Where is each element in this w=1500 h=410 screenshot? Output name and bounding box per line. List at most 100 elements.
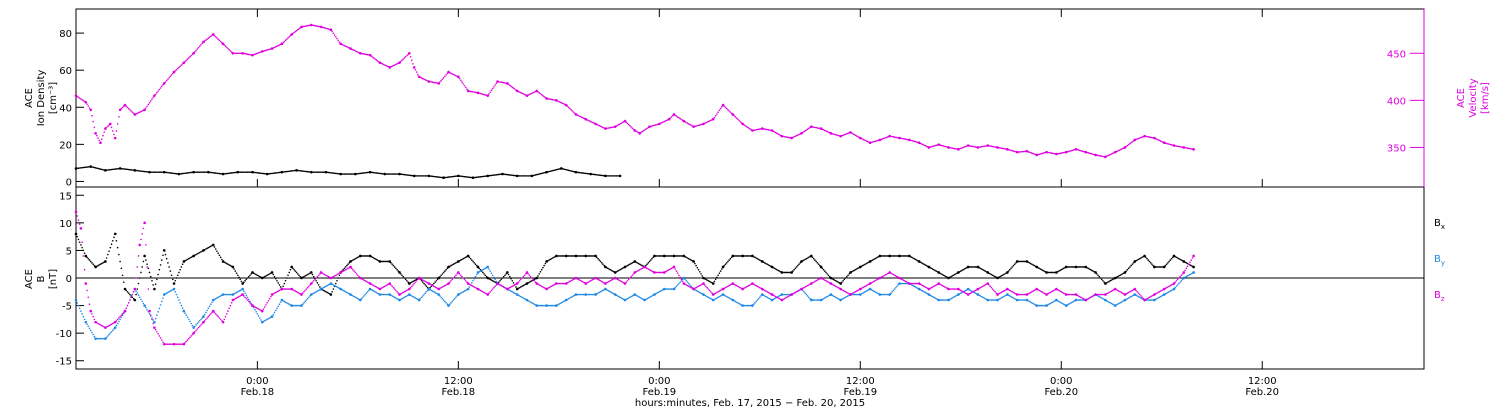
velocity-trace-dot bbox=[513, 88, 516, 90]
bx-trace-dot bbox=[696, 266, 699, 269]
velocity-trace-dot bbox=[812, 126, 815, 128]
bx-trace-dot bbox=[1049, 271, 1052, 274]
bz-trace-dot bbox=[236, 296, 239, 299]
velocity-trace-dot bbox=[850, 132, 853, 134]
by-trace-dot bbox=[1170, 289, 1173, 292]
bx-trace-dot bbox=[1050, 271, 1053, 274]
by-trace-dot bbox=[1020, 299, 1022, 301]
bz-trace-dot bbox=[631, 274, 634, 277]
density-trace-dot bbox=[276, 171, 278, 174]
bz-trace-dot bbox=[925, 286, 928, 289]
velocity-trace-dot bbox=[322, 26, 325, 29]
by-trace-dot bbox=[453, 297, 456, 300]
velocity-trace-dot bbox=[520, 91, 522, 94]
bz-trace-dot bbox=[1001, 290, 1004, 293]
by-point bbox=[878, 293, 882, 296]
by-trace-dot bbox=[430, 289, 433, 292]
velocity-trace-dot bbox=[621, 121, 624, 124]
by-trace-dot bbox=[321, 287, 324, 290]
by-trace-dot bbox=[1059, 301, 1061, 303]
velocity-trace-dot bbox=[493, 86, 495, 88]
density-trace-dot bbox=[404, 173, 407, 176]
bx-trace-dot bbox=[154, 283, 157, 286]
by-trace-dot bbox=[598, 291, 601, 294]
density-trace-dot bbox=[213, 172, 216, 174]
x-axis-ticks: 0:00Feb.1812:00Feb.180:00Feb.1912:00Feb.… bbox=[241, 9, 1279, 398]
bx-point bbox=[662, 254, 666, 258]
velocity-trace-dot bbox=[935, 144, 938, 147]
velocity-trace-dot bbox=[107, 125, 109, 128]
bx-trace-dot bbox=[1151, 263, 1153, 266]
bx-trace-dot bbox=[179, 268, 181, 271]
bz-trace-dot bbox=[725, 286, 728, 288]
density-trace-dot bbox=[285, 170, 288, 173]
bx-trace-dot bbox=[83, 252, 86, 254]
velocity-trace-dot bbox=[1039, 153, 1042, 155]
bz-trace-dot bbox=[1136, 290, 1139, 293]
by-trace-dot bbox=[982, 296, 984, 299]
by-trace-dot bbox=[80, 310, 82, 312]
bz-trace-dot bbox=[471, 284, 473, 287]
bx-trace-dot bbox=[924, 264, 927, 266]
velocity-trace-dot bbox=[1137, 137, 1140, 140]
density-trace-dot bbox=[126, 168, 129, 171]
by-trace-dot bbox=[1070, 302, 1072, 304]
by-trace-dot bbox=[195, 324, 197, 326]
by-trace-dot bbox=[893, 288, 896, 290]
by-trace-dot bbox=[586, 293, 588, 296]
by-trace-dot bbox=[974, 292, 977, 294]
density-trace-dot bbox=[283, 171, 286, 173]
bx-trace-dot bbox=[665, 255, 668, 257]
bx-point bbox=[329, 293, 333, 296]
by-trace-dot bbox=[186, 316, 189, 319]
velocity-trace-dot bbox=[550, 98, 553, 101]
velocity-trace-dot bbox=[80, 98, 82, 100]
by-trace-dot bbox=[206, 309, 208, 312]
bz-trace-dot bbox=[189, 336, 191, 339]
by-trace-dot bbox=[658, 290, 661, 293]
by-trace-dot bbox=[539, 304, 542, 307]
velocity-trace-dot bbox=[338, 41, 341, 43]
bx-trace-dot bbox=[1008, 268, 1011, 271]
by-trace-dot bbox=[82, 315, 85, 318]
velocity-trace-dot bbox=[619, 123, 621, 125]
by-series bbox=[74, 265, 1195, 340]
density-trace-dot bbox=[312, 171, 315, 173]
bz-point bbox=[182, 342, 186, 346]
velocity-trace-dot bbox=[172, 72, 174, 75]
by-trace-dot bbox=[906, 282, 908, 285]
bz-trace-dot bbox=[430, 284, 433, 286]
by-trace-dot bbox=[971, 290, 973, 292]
bx-trace-dot bbox=[1159, 266, 1162, 268]
bz-trace-dot bbox=[637, 269, 640, 272]
velocity-trace-dot bbox=[458, 77, 461, 80]
by-trace-dot bbox=[415, 297, 418, 300]
by-trace-dot bbox=[375, 291, 378, 294]
by-trace-dot bbox=[689, 284, 691, 286]
bx-trace-dot bbox=[864, 263, 866, 266]
bx-trace-dot bbox=[423, 282, 425, 285]
bx-trace-dot bbox=[1100, 278, 1103, 281]
bx-trace-dot bbox=[674, 255, 677, 257]
by-trace-dot bbox=[285, 302, 288, 304]
velocity-trace-dot bbox=[885, 136, 887, 139]
by-point bbox=[1074, 298, 1078, 302]
bz-trace-dot bbox=[442, 285, 445, 288]
bz-trace-dot bbox=[270, 295, 272, 298]
velocity-trace-dot bbox=[116, 123, 119, 125]
by-trace-dot bbox=[556, 304, 559, 306]
bz-trace-dot bbox=[323, 273, 326, 276]
by-trace-dot bbox=[141, 300, 143, 303]
bx-trace-dot bbox=[489, 278, 492, 281]
bx-trace-dot bbox=[792, 270, 794, 272]
bz-trace-dot bbox=[228, 307, 230, 310]
bz-trace-dot bbox=[919, 283, 922, 286]
by-trace-dot bbox=[228, 293, 230, 296]
bz-trace-dot bbox=[354, 271, 357, 274]
bx-trace-dot bbox=[577, 255, 580, 257]
bz-trace-dot bbox=[581, 280, 583, 283]
bz-trace-dot bbox=[213, 311, 216, 314]
bx-trace-dot bbox=[482, 271, 484, 274]
bz-trace-dot bbox=[135, 277, 137, 279]
velocity-trace-dot bbox=[1012, 150, 1015, 152]
